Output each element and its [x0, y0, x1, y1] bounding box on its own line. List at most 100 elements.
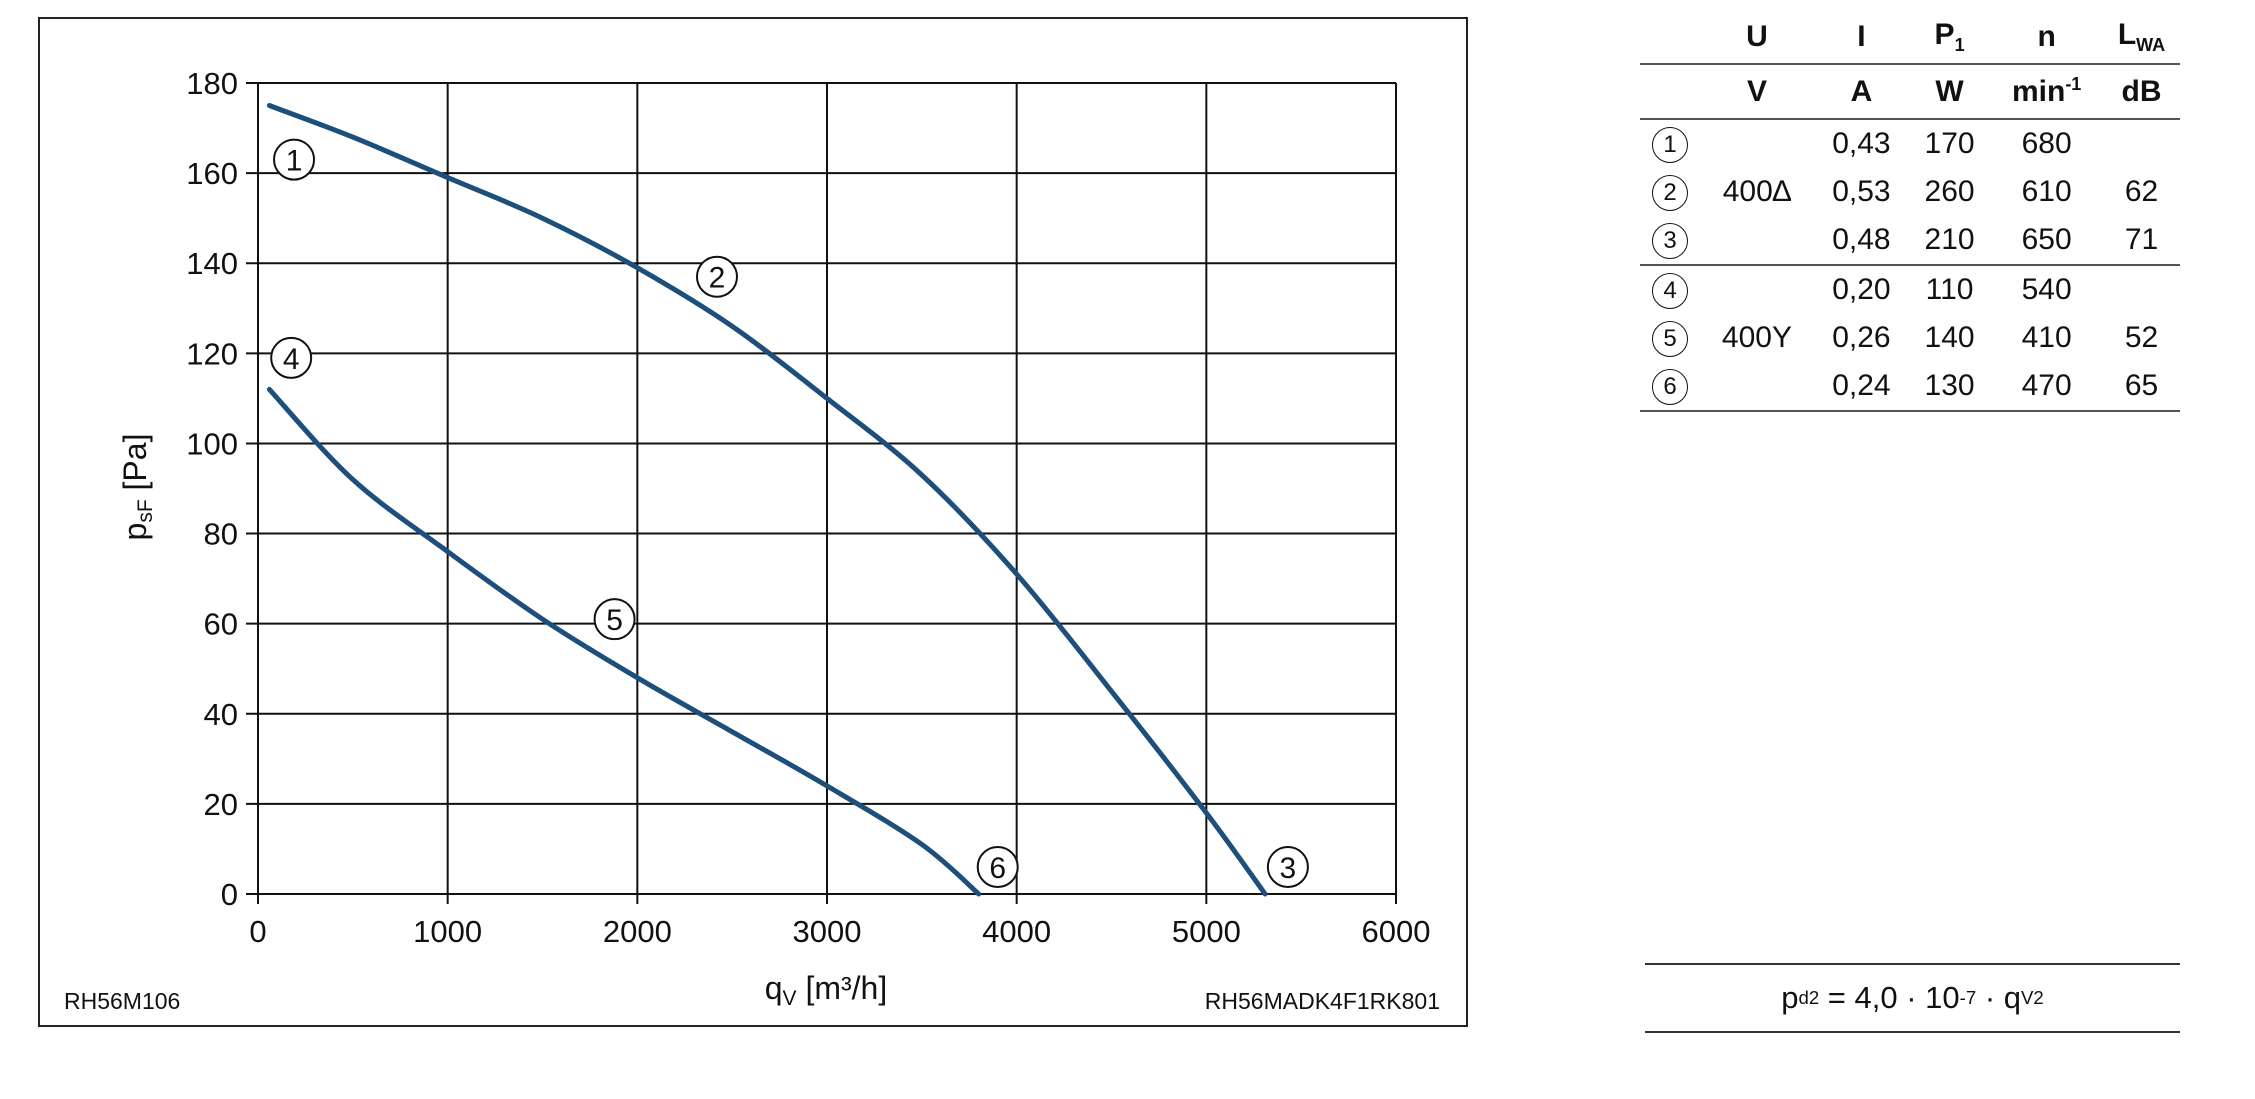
cell-i: 0,24 — [1813, 362, 1909, 412]
marker-circle — [593, 598, 636, 641]
y-tick-label: 180 — [186, 66, 238, 101]
y-tick-label: 140 — [186, 246, 238, 281]
y-tick-label: 20 — [204, 787, 238, 822]
marker-circle — [695, 255, 738, 298]
marker-label: 2 — [709, 262, 726, 295]
cell-u — [1700, 362, 1814, 412]
cell-i: 0,20 — [1813, 264, 1909, 314]
cell-lwa — [2103, 264, 2180, 314]
formula-mid: = 4,0 · 10 — [1819, 980, 1960, 1015]
performance-table-area: U I P1 n LWA V A W min-1 dB 1 0,43 170 6… — [1640, 10, 2190, 412]
row-number-badge: 6 — [1652, 368, 1688, 405]
cell-u: 400Y — [1721, 321, 1792, 354]
table-row: 3 0,48 210 650 71 — [1640, 216, 2180, 265]
unit-w: W — [1908, 63, 1991, 119]
cell-n: 540 — [1990, 264, 2104, 314]
formula-q-sup: 2 — [2033, 987, 2044, 1008]
header-u: U — [1746, 19, 1768, 53]
x-tick-label: 0 — [249, 914, 266, 949]
performance-chart: 0 1000 2000 3000 4000 5000 6000 0 20 40 60 80 100 120… — [64, 66, 1440, 1014]
curve-marker-1: 1 — [273, 138, 316, 181]
curve-marker-6: 6 — [976, 845, 1019, 888]
cell-i: 0,48 — [1832, 223, 1891, 256]
cell-lwa: 71 — [2124, 223, 2159, 256]
unit-db: dB — [2103, 63, 2180, 119]
table-row: 1 0,43 170 680 — [1640, 118, 2180, 168]
row-number-badge: 1 — [1652, 126, 1688, 163]
curve-marker-5: 5 — [593, 598, 636, 641]
table-header-symbols: U I P1 n LWA — [1640, 10, 2180, 64]
cell-n: 680 — [1990, 118, 2104, 168]
x-axis-title: qV [m³/h] — [765, 970, 887, 1010]
unit-a: A — [1813, 63, 1909, 119]
cell-p1: 170 — [1908, 118, 1991, 168]
series-curve-2 — [266, 386, 982, 897]
unit-v: V — [1700, 63, 1814, 119]
cell-u — [1700, 118, 1814, 168]
cell-lwa: 62 — [2124, 175, 2159, 208]
cell-lwa: 65 — [2103, 362, 2180, 412]
cell-p1: 140 — [1924, 321, 1975, 354]
y-axis-title: psF [Pa] — [117, 434, 157, 541]
cell-lwa: 52 — [2124, 321, 2159, 354]
x-tick-label: 5000 — [1172, 914, 1241, 949]
table-row: 5 400Y 0,26 140 410 52 — [1640, 314, 2180, 362]
cell-n: 410 — [2021, 321, 2072, 354]
cell-p1: 210 — [1924, 223, 1975, 256]
chart-frame: 0 1000 2000 3000 4000 5000 6000 0 20 40 60 80 100 120… — [38, 17, 1468, 1027]
formula-p-sub: d2 — [1798, 987, 1820, 1008]
row-number-badge: 2 — [1652, 174, 1688, 211]
row-number-badge: 3 — [1652, 222, 1688, 259]
cell-n: 650 — [2021, 223, 2072, 256]
cell-i: 0,53 — [1832, 175, 1891, 208]
x-tick-label: 6000 — [1362, 914, 1431, 949]
formula-dot: · q — [1976, 980, 2021, 1015]
marker-label: 3 — [1280, 852, 1297, 885]
series-curve-1 — [266, 103, 1268, 897]
curve-marker-2: 2 — [695, 255, 738, 298]
marker-label: 1 — [286, 145, 303, 178]
cell-n: 610 — [2021, 175, 2072, 208]
table-row: 4 0,20 110 540 — [1640, 264, 2180, 314]
y-tick-label: 100 — [186, 426, 238, 461]
unit-min: min-1 — [1990, 63, 2104, 119]
row-number-badge: 4 — [1652, 272, 1688, 309]
cell-p1: 260 — [1924, 175, 1975, 208]
footer-left-code: RH56M106 — [64, 988, 180, 1014]
header-i: I — [1857, 19, 1866, 53]
y-tick-label: 80 — [204, 517, 238, 552]
table-row: 6 0,24 130 470 65 — [1640, 362, 2180, 412]
y-tick-label: 40 — [204, 697, 238, 732]
marker-circle — [273, 138, 316, 181]
x-tick-label: 1000 — [413, 914, 482, 949]
curve-markers: 1 2 3 4 5 6 — [270, 138, 1309, 888]
cell-lwa — [2103, 118, 2180, 168]
cell-u — [1700, 216, 1814, 265]
marker-label: 4 — [283, 343, 300, 376]
formula-p: p — [1781, 980, 1799, 1015]
cell-n: 470 — [1990, 362, 2104, 412]
footer-right-code: RH56MADK4F1RK801 — [1205, 988, 1440, 1014]
marker-circle — [1266, 845, 1309, 888]
cell-i: 0,26 — [1832, 321, 1891, 354]
series-lines — [266, 103, 1268, 897]
formula-q-sub: V — [2021, 987, 2034, 1008]
cell-p1: 130 — [1908, 362, 1991, 412]
table-header-units: V A W min-1 dB — [1640, 63, 2180, 119]
marker-label: 6 — [989, 852, 1006, 885]
row-number-badge: 5 — [1652, 320, 1688, 357]
header-lwa: LWA — [2117, 17, 2166, 55]
tick-labels: 0 1000 2000 3000 4000 5000 6000 0 20 40 60 80 100 120… — [186, 66, 1430, 949]
formula-exp: -7 — [1959, 987, 1977, 1008]
y-tick-label: 160 — [186, 156, 238, 191]
marker-circle — [976, 845, 1019, 888]
header-n: n — [2037, 19, 2056, 53]
cell-u: 400∆ — [1722, 175, 1792, 208]
marker-label: 5 — [606, 604, 623, 637]
table-row: 2 400∆ 0,53 260 610 62 — [1640, 168, 2180, 216]
grid — [246, 82, 1397, 904]
cell-i: 0,43 — [1813, 118, 1909, 168]
y-tick-label: 60 — [204, 607, 238, 642]
curve-marker-3: 3 — [1266, 845, 1309, 888]
